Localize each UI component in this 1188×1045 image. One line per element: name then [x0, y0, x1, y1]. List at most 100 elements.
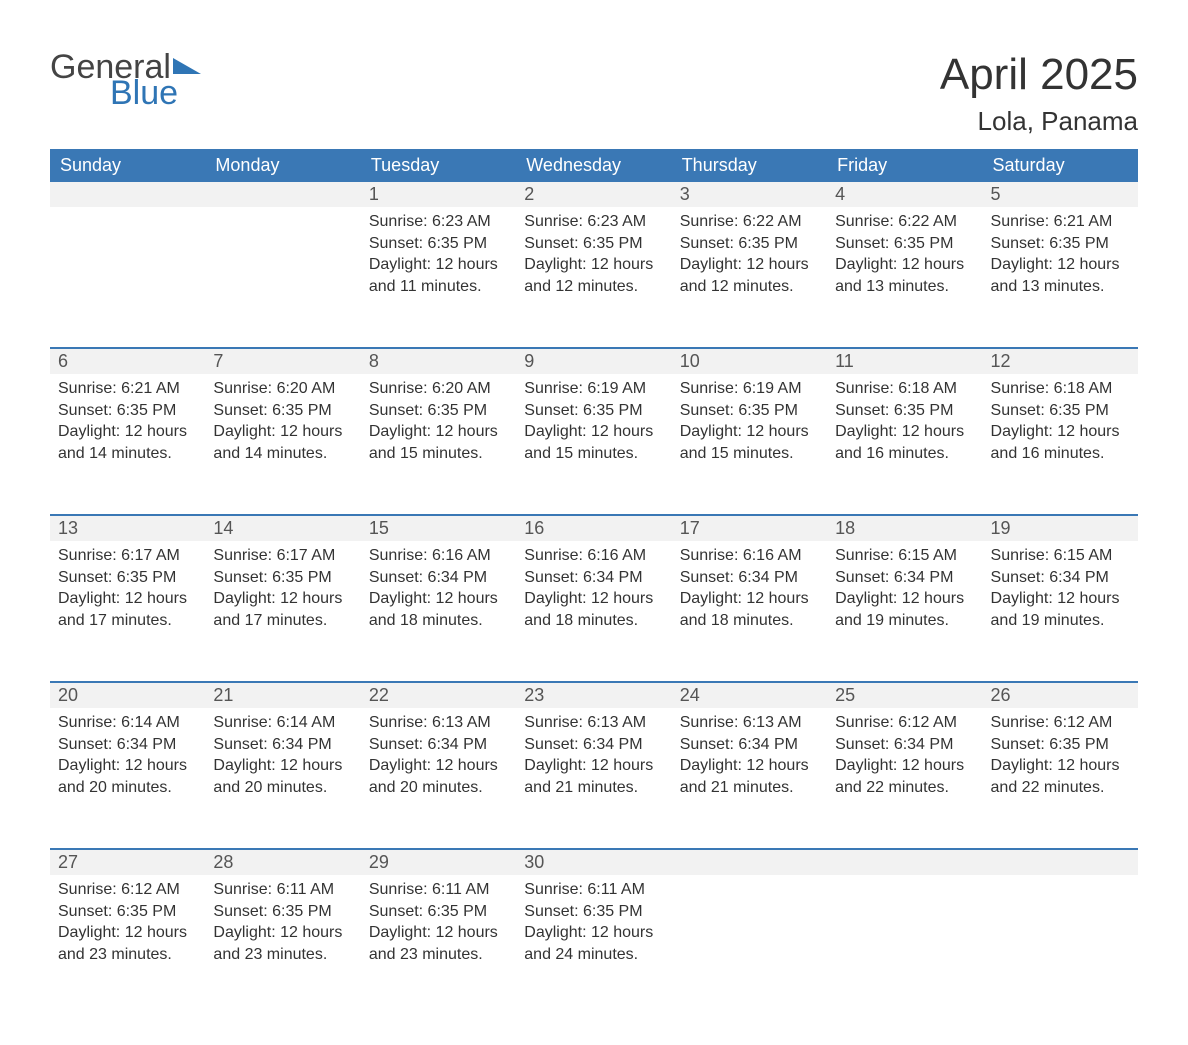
day-content: Sunrise: 6:15 AMSunset: 6:34 PMDaylight:…	[827, 541, 982, 643]
day-number-cell	[827, 848, 982, 875]
day-number-cell: 6	[50, 347, 205, 374]
day-number: 18	[827, 514, 982, 541]
day-number-cell: 15	[361, 514, 516, 541]
day-content: Sunrise: 6:12 AMSunset: 6:35 PMDaylight:…	[50, 875, 205, 977]
day-number-cell: 16	[516, 514, 671, 541]
day-number: 17	[672, 514, 827, 541]
day-number: 30	[516, 848, 671, 875]
daylight-text-2: and 15 minutes.	[680, 443, 819, 465]
sunset-text: Sunset: 6:34 PM	[835, 567, 974, 589]
sunset-text: Sunset: 6:35 PM	[835, 233, 974, 255]
daylight-text-2: and 23 minutes.	[369, 944, 508, 966]
daylight-text-1: Daylight: 12 hours	[991, 588, 1130, 610]
weekday-header: Friday	[827, 149, 982, 182]
day-number-cell	[50, 182, 205, 207]
daylight-text-2: and 18 minutes.	[369, 610, 508, 632]
daylight-text-1: Daylight: 12 hours	[369, 755, 508, 777]
day-number	[672, 848, 827, 875]
sunrise-text: Sunrise: 6:23 AM	[369, 211, 508, 233]
daylight-text-2: and 23 minutes.	[213, 944, 352, 966]
day-number: 29	[361, 848, 516, 875]
daylight-text-2: and 19 minutes.	[991, 610, 1130, 632]
daylight-text-1: Daylight: 12 hours	[369, 922, 508, 944]
sunrise-text: Sunrise: 6:14 AM	[58, 712, 197, 734]
sunset-text: Sunset: 6:34 PM	[369, 567, 508, 589]
sunset-text: Sunset: 6:35 PM	[991, 734, 1130, 756]
day-content: Sunrise: 6:13 AMSunset: 6:34 PMDaylight:…	[672, 708, 827, 810]
day-number: 11	[827, 347, 982, 374]
weekday-header: Thursday	[672, 149, 827, 182]
daylight-text-1: Daylight: 12 hours	[369, 588, 508, 610]
sunset-text: Sunset: 6:35 PM	[991, 400, 1130, 422]
sunset-text: Sunset: 6:34 PM	[680, 567, 819, 589]
daylight-text-1: Daylight: 12 hours	[58, 588, 197, 610]
day-number-cell: 19	[983, 514, 1138, 541]
day-number-cell: 2	[516, 182, 671, 207]
daylight-text-1: Daylight: 12 hours	[991, 421, 1130, 443]
daylight-text-1: Daylight: 12 hours	[524, 922, 663, 944]
day-content: Sunrise: 6:20 AMSunset: 6:35 PMDaylight:…	[205, 374, 360, 476]
day-number: 7	[205, 347, 360, 374]
day-content-cell	[672, 875, 827, 1015]
sunrise-text: Sunrise: 6:11 AM	[369, 879, 508, 901]
daylight-text-1: Daylight: 12 hours	[213, 588, 352, 610]
day-content: Sunrise: 6:12 AMSunset: 6:35 PMDaylight:…	[983, 708, 1138, 810]
day-number: 8	[361, 347, 516, 374]
daylight-text-1: Daylight: 12 hours	[369, 254, 508, 276]
logo-text-blue: Blue	[110, 76, 201, 110]
day-content-cell: Sunrise: 6:12 AMSunset: 6:34 PMDaylight:…	[827, 708, 982, 848]
day-content: Sunrise: 6:16 AMSunset: 6:34 PMDaylight:…	[672, 541, 827, 643]
day-number-cell: 24	[672, 681, 827, 708]
day-content-cell: Sunrise: 6:20 AMSunset: 6:35 PMDaylight:…	[205, 374, 360, 514]
daylight-text-1: Daylight: 12 hours	[680, 254, 819, 276]
day-content: Sunrise: 6:17 AMSunset: 6:35 PMDaylight:…	[205, 541, 360, 643]
sunset-text: Sunset: 6:35 PM	[58, 901, 197, 923]
daylight-text-2: and 22 minutes.	[991, 777, 1130, 799]
day-number-cell: 28	[205, 848, 360, 875]
sunrise-text: Sunrise: 6:17 AM	[58, 545, 197, 567]
day-number-cell: 3	[672, 182, 827, 207]
day-number-cell: 26	[983, 681, 1138, 708]
daynum-row: 27282930	[50, 848, 1138, 875]
day-number: 4	[827, 182, 982, 207]
day-content: Sunrise: 6:11 AMSunset: 6:35 PMDaylight:…	[361, 875, 516, 977]
day-content: Sunrise: 6:21 AMSunset: 6:35 PMDaylight:…	[50, 374, 205, 476]
day-number: 14	[205, 514, 360, 541]
daylight-text-1: Daylight: 12 hours	[680, 755, 819, 777]
sunrise-text: Sunrise: 6:22 AM	[835, 211, 974, 233]
daylight-text-2: and 24 minutes.	[524, 944, 663, 966]
day-content: Sunrise: 6:14 AMSunset: 6:34 PMDaylight:…	[50, 708, 205, 810]
sunset-text: Sunset: 6:35 PM	[213, 901, 352, 923]
day-number-cell: 9	[516, 347, 671, 374]
daylight-text-2: and 15 minutes.	[524, 443, 663, 465]
calendar-page: General Blue April 2025 Lola, Panama Sun…	[0, 0, 1188, 1045]
day-number-cell: 11	[827, 347, 982, 374]
day-content-cell: Sunrise: 6:16 AMSunset: 6:34 PMDaylight:…	[361, 541, 516, 681]
sunset-text: Sunset: 6:34 PM	[369, 734, 508, 756]
sunrise-text: Sunrise: 6:13 AM	[524, 712, 663, 734]
day-number: 10	[672, 347, 827, 374]
daylight-text-2: and 18 minutes.	[524, 610, 663, 632]
sunrise-text: Sunrise: 6:20 AM	[213, 378, 352, 400]
daylight-text-2: and 21 minutes.	[680, 777, 819, 799]
day-content-cell	[50, 207, 205, 347]
day-content-cell: Sunrise: 6:17 AMSunset: 6:35 PMDaylight:…	[50, 541, 205, 681]
sunset-text: Sunset: 6:35 PM	[680, 233, 819, 255]
daylight-text-1: Daylight: 12 hours	[369, 421, 508, 443]
sunset-text: Sunset: 6:35 PM	[369, 901, 508, 923]
day-number-cell	[205, 182, 360, 207]
daylight-text-2: and 15 minutes.	[369, 443, 508, 465]
daylight-text-2: and 11 minutes.	[369, 276, 508, 298]
daycontent-row: Sunrise: 6:12 AMSunset: 6:35 PMDaylight:…	[50, 875, 1138, 1015]
day-number: 24	[672, 681, 827, 708]
daylight-text-2: and 20 minutes.	[369, 777, 508, 799]
day-content-cell: Sunrise: 6:18 AMSunset: 6:35 PMDaylight:…	[983, 374, 1138, 514]
day-content: Sunrise: 6:18 AMSunset: 6:35 PMDaylight:…	[827, 374, 982, 476]
day-number-cell: 4	[827, 182, 982, 207]
title-block: April 2025 Lola, Panama	[940, 50, 1138, 137]
day-content-cell: Sunrise: 6:16 AMSunset: 6:34 PMDaylight:…	[672, 541, 827, 681]
daylight-text-2: and 12 minutes.	[524, 276, 663, 298]
sunset-text: Sunset: 6:34 PM	[991, 567, 1130, 589]
daylight-text-1: Daylight: 12 hours	[835, 421, 974, 443]
daylight-text-2: and 16 minutes.	[835, 443, 974, 465]
